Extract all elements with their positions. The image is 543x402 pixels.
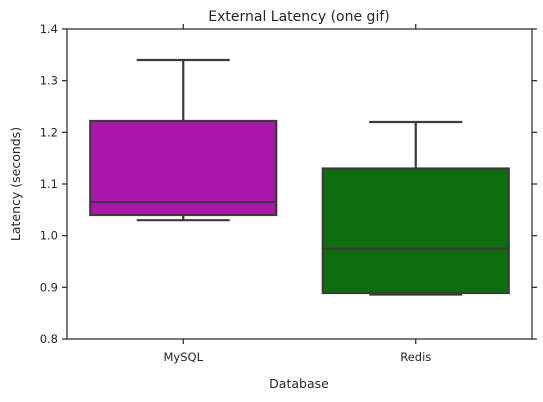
- iqr-box: [321, 167, 510, 295]
- x-tick-label: Redis: [400, 350, 431, 364]
- x-axis: MySQL Redis: [164, 24, 431, 364]
- x-tick-label: MySQL: [164, 350, 204, 364]
- y-tick-label: 1.4: [40, 22, 58, 36]
- y-tick-label: 1.1: [40, 177, 58, 191]
- iqr-box: [89, 119, 278, 217]
- y-axis-label: Latency (seconds): [8, 127, 23, 241]
- chart-title: External Latency (one gif): [208, 9, 389, 25]
- y-tick-label: 0.9: [40, 280, 58, 294]
- y-axis: 0.8 0.9 1.0 1.1 1.2 1.3 1.4: [40, 22, 537, 346]
- y-tick-label: 1.3: [40, 74, 58, 88]
- y-tick-label: 1.2: [40, 125, 58, 139]
- plot-marks: [89, 58, 510, 296]
- box-group-mysql: [89, 58, 278, 222]
- y-tick-label: 0.8: [40, 332, 58, 346]
- y-tick-label: 1.0: [40, 229, 58, 243]
- box-group-redis: [321, 120, 510, 296]
- x-axis-label: Database: [269, 376, 329, 391]
